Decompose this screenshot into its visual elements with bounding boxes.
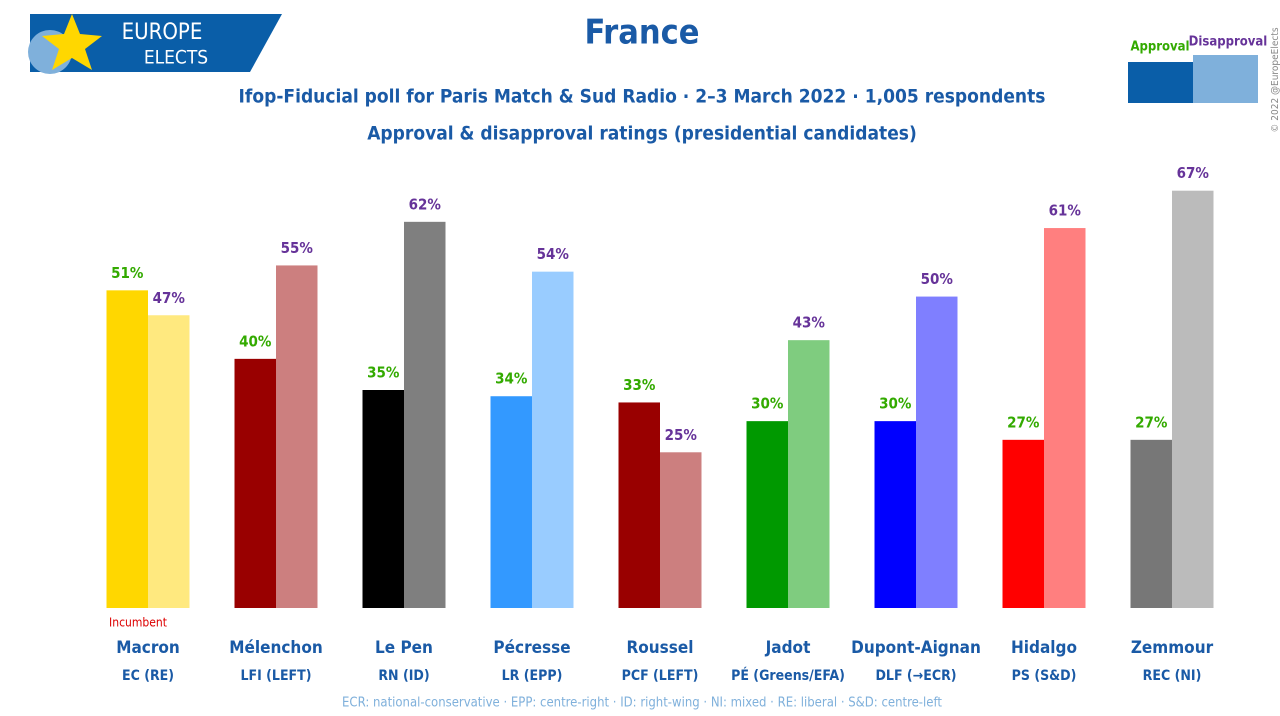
- value-label: 47%: [153, 289, 186, 307]
- category-label: Hidalgo: [1011, 638, 1077, 658]
- category-label: Jadot: [765, 638, 811, 658]
- party-label: LFI (LEFT): [240, 668, 311, 684]
- value-label: 54%: [537, 245, 570, 263]
- category-label: Pécresse: [493, 638, 570, 658]
- bar: [1130, 439, 1172, 608]
- brand-line: ELECTS: [144, 47, 208, 69]
- value-label: 51%: [111, 264, 144, 282]
- category-label: Macron: [116, 638, 180, 658]
- legend-label: Disapproval: [1189, 35, 1268, 50]
- subtitle: Approval & disapproval ratings (presiden…: [367, 123, 917, 145]
- value-label: 55%: [281, 239, 314, 257]
- party-label: PÉ (Greens/EFA): [731, 667, 845, 684]
- value-label: 43%: [793, 314, 826, 332]
- value-label: 33%: [623, 376, 656, 394]
- legend-swatch: [1193, 55, 1258, 103]
- party-label: DLF (→ECR): [875, 668, 956, 684]
- bar: [490, 396, 532, 608]
- value-label: 61%: [1049, 202, 1082, 220]
- category-label: Zemmour: [1131, 638, 1214, 658]
- bar: [1172, 190, 1214, 608]
- value-label: 25%: [665, 426, 698, 444]
- party-label: LR (EPP): [502, 668, 563, 684]
- party-label: EC (RE): [122, 668, 174, 684]
- party-label: PS (S&D): [1012, 668, 1077, 684]
- category-label: Le Pen: [375, 638, 433, 658]
- bar: [106, 290, 148, 608]
- value-label: 30%: [879, 395, 912, 413]
- bar: [234, 358, 276, 608]
- copyright: © 2022 @EuropeElects: [1270, 27, 1280, 132]
- logo-star: [42, 14, 102, 70]
- value-label: 27%: [1007, 413, 1040, 431]
- value-label: 50%: [921, 270, 954, 288]
- bar: [276, 265, 318, 608]
- party-label: REC (NI): [1143, 668, 1202, 684]
- category-label: Mélenchon: [229, 638, 322, 658]
- footnote: ECR: national-conservative · EPP: centre…: [342, 696, 942, 711]
- bar: [1044, 228, 1086, 609]
- value-label: 67%: [1177, 164, 1210, 182]
- bar: [916, 296, 958, 608]
- legend-label: Approval: [1130, 40, 1189, 55]
- bar: [788, 340, 830, 608]
- annotation: Incumbent: [109, 616, 167, 630]
- bar: [148, 315, 190, 608]
- bar: [1002, 439, 1044, 608]
- value-label: 35%: [367, 364, 400, 382]
- bar: [660, 452, 702, 608]
- bar: [874, 421, 916, 608]
- party-label: PCF (LEFT): [622, 668, 699, 684]
- category-label: Roussel: [626, 638, 693, 658]
- brand-line: EUROPE: [122, 20, 203, 45]
- party-label: RN (ID): [378, 668, 429, 684]
- value-label: 40%: [239, 332, 272, 350]
- chart-title: France: [584, 13, 699, 53]
- category-label: Dupont-Aignan: [851, 638, 981, 658]
- bar: [618, 402, 660, 608]
- bar: [532, 271, 574, 608]
- bar: [746, 421, 788, 608]
- legend-swatch: [1128, 62, 1193, 103]
- bar: [404, 221, 446, 609]
- bar: [362, 390, 404, 608]
- logo-banner: [30, 14, 282, 72]
- subtitle: Ifop-Fiducial poll for Paris Match & Sud…: [239, 86, 1046, 108]
- value-label: 34%: [495, 370, 528, 388]
- value-label: 27%: [1135, 413, 1168, 431]
- value-label: 30%: [751, 395, 784, 413]
- value-label: 62%: [409, 195, 442, 213]
